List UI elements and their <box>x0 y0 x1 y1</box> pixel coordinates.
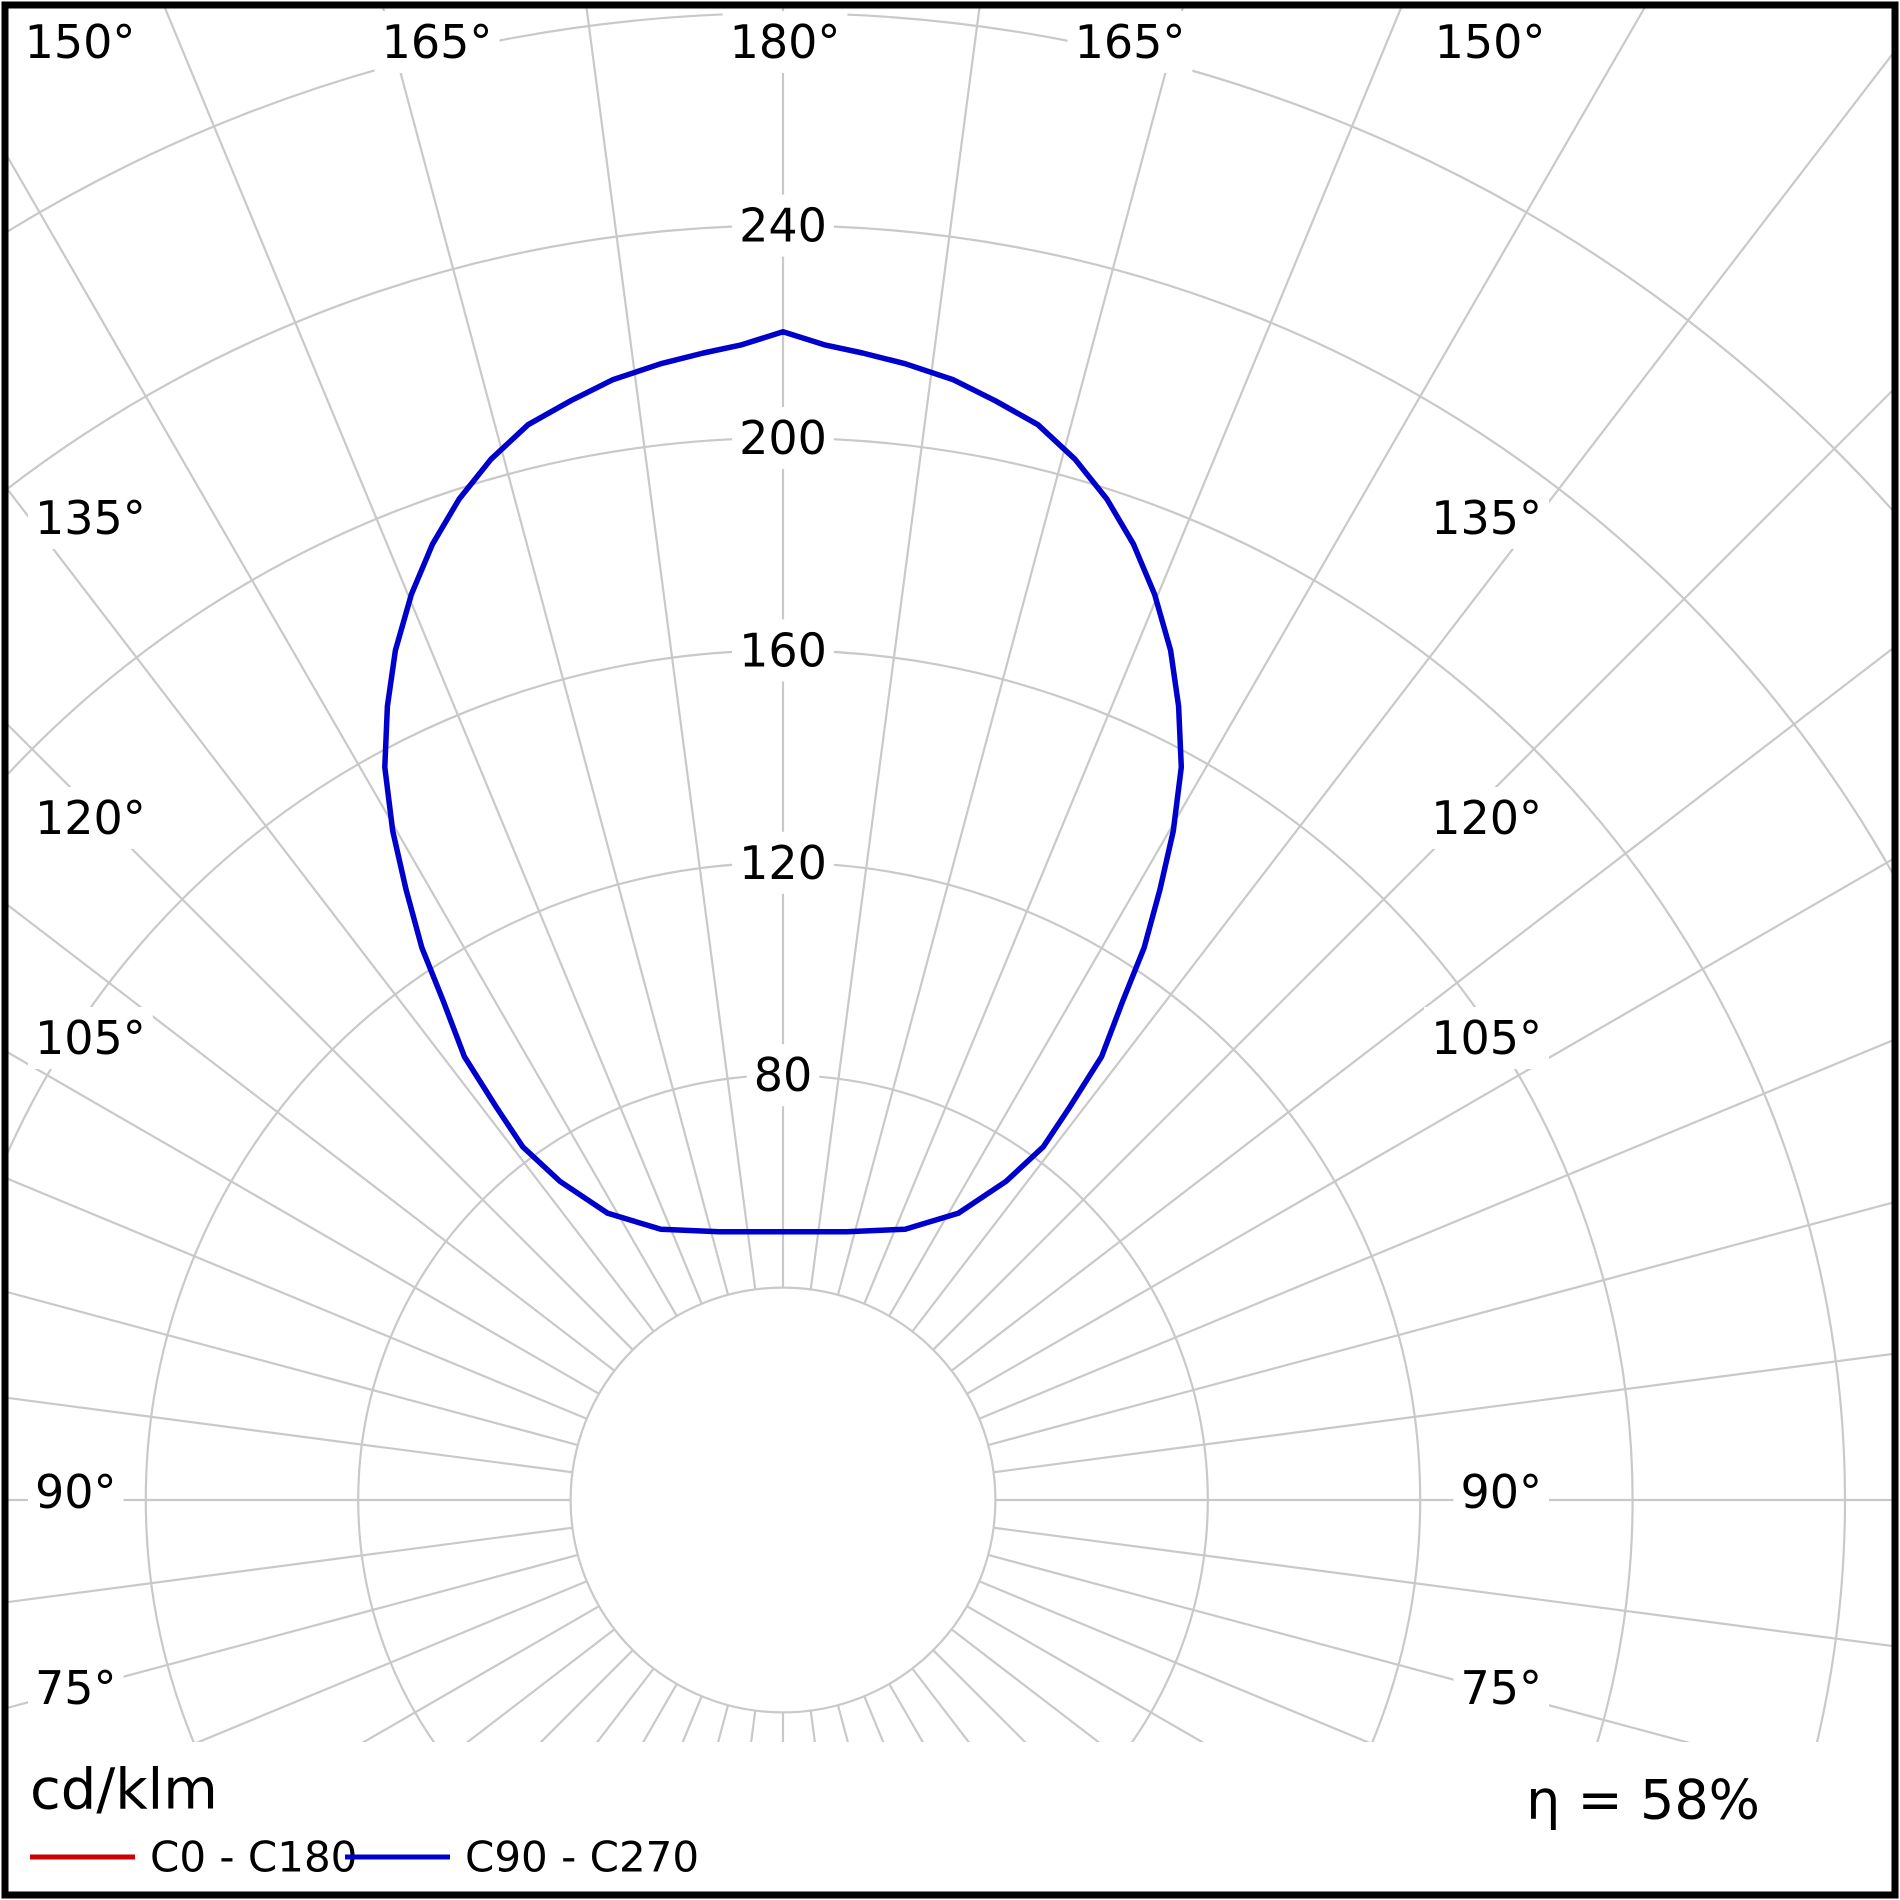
angle-label: 150° <box>1435 15 1546 69</box>
polar-spoke <box>987 1200 1895 1447</box>
polar-spoke <box>5 720 634 1351</box>
ring-value-label: 120 <box>739 836 827 890</box>
angle-label: 75° <box>1460 1661 1542 1715</box>
polar-spoke <box>888 5 1648 1317</box>
angle-label-background <box>1424 787 1549 849</box>
polar-spoke <box>5 1290 579 1447</box>
angle-label: 90° <box>35 1465 117 1519</box>
angle-label-background <box>722 11 848 73</box>
polar-spoke <box>993 1352 1895 1474</box>
angle-label: 165° <box>1075 15 1186 69</box>
angle-label: 135° <box>35 491 146 545</box>
angle-label-background <box>28 1657 124 1719</box>
angle-label-background <box>1067 11 1193 73</box>
angle-label: 180° <box>730 15 841 69</box>
ring-value-label: 160 <box>739 623 827 677</box>
angle-label-background <box>1427 11 1553 73</box>
angle-label-background <box>28 487 153 549</box>
angle-label: 90° <box>1460 1465 1542 1519</box>
polar-spoke <box>5 1553 579 1710</box>
polar-spoke <box>809 5 981 1290</box>
ring-value-label-background <box>732 619 834 682</box>
polar-spoke <box>966 856 1895 1395</box>
polar-spoke <box>932 386 1895 1351</box>
polar-spoke <box>863 5 1404 1305</box>
angle-label: 105° <box>1431 1011 1542 1065</box>
ring-value-label: 200 <box>739 411 827 465</box>
c90-c270-curve <box>382 329 1185 1235</box>
angle-label-background <box>17 11 143 73</box>
ring-value-label-background <box>732 407 834 469</box>
angle-label: 135° <box>1431 491 1542 545</box>
legend-background <box>5 1742 1895 1895</box>
angle-label: 105° <box>35 1011 146 1065</box>
polar-spoke <box>950 645 1895 1372</box>
angle-label: 120° <box>1431 791 1542 845</box>
polar-spoke <box>5 1526 573 1604</box>
angle-label: 150° <box>25 15 136 69</box>
angle-label-background <box>28 1007 153 1069</box>
legend-label-c0-c180: C0 - C180 <box>150 1833 357 1882</box>
polar-spoke <box>5 1580 588 1824</box>
angle-label-background <box>1453 1461 1549 1523</box>
polar-spoke <box>5 901 616 1372</box>
angle-label: 120° <box>35 791 146 845</box>
angle-label-background <box>28 1461 124 1523</box>
polar-ring <box>569 1286 997 1714</box>
angle-label: 165° <box>382 15 493 69</box>
polar-spoke <box>381 5 730 1296</box>
ring-value-label-background <box>746 1044 820 1107</box>
polar-spoke <box>978 1580 1740 1895</box>
ring-value-label-background <box>732 194 834 257</box>
angle-label-background <box>1424 487 1549 549</box>
ring-value-label-background <box>732 831 834 894</box>
ring-value-label: 240 <box>739 199 827 253</box>
polar-spoke <box>978 1038 1895 1420</box>
polar-spoke <box>5 484 655 1333</box>
angle-label-background <box>1453 1657 1549 1719</box>
polar-spoke <box>993 1526 1895 1648</box>
polar-spoke <box>836 5 1185 1296</box>
angle-label-background <box>1424 1007 1549 1069</box>
unit-label: cd/klm <box>30 1758 218 1823</box>
polar-spoke <box>5 1396 573 1474</box>
angle-label: 75° <box>35 1661 117 1715</box>
efficiency-label: η = 58% <box>1526 1769 1760 1832</box>
polar-ring <box>5 224 1895 881</box>
ring-value-label: 80 <box>754 1048 813 1102</box>
polar-spoke <box>911 49 1895 1333</box>
legend: cd/klm η = 58% C0 - C180 C90 - C270 <box>5 1742 1895 1895</box>
polar-spoke <box>162 5 703 1305</box>
polar-spoke <box>5 150 678 1317</box>
polar-spoke <box>5 1176 588 1420</box>
polar-spoke <box>5 1049 600 1395</box>
legend-label-c90-c270: C90 - C270 <box>465 1833 699 1882</box>
angle-label-background <box>28 787 153 849</box>
polar-spoke <box>585 5 757 1290</box>
angle-label-background <box>374 11 500 73</box>
polar-spoke <box>987 1553 1895 1800</box>
